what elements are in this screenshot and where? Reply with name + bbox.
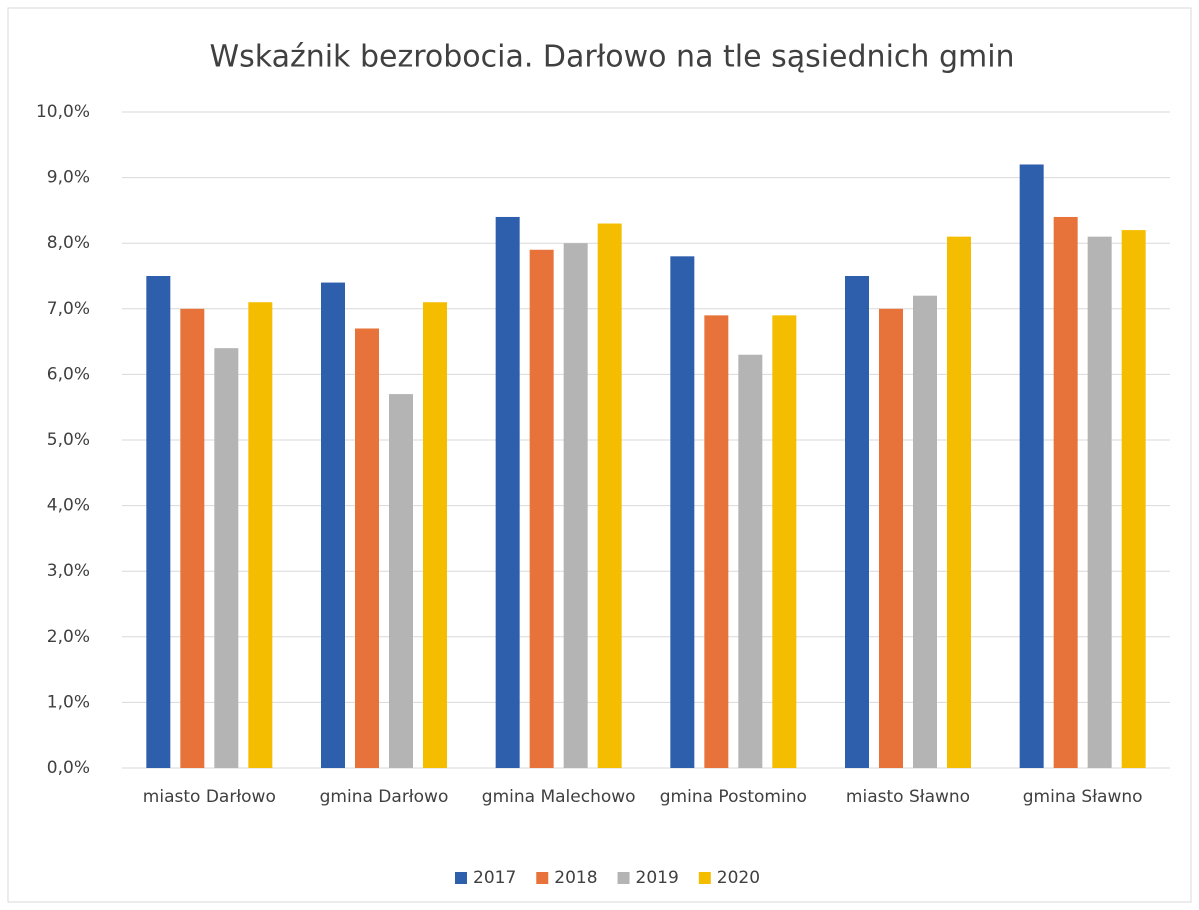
- bar: [845, 276, 869, 768]
- legend-swatch: [617, 872, 630, 884]
- y-tick-label: 10,0%: [36, 102, 90, 122]
- bar: [947, 236, 971, 768]
- y-tick-label: 4,0%: [47, 496, 90, 516]
- bar: [879, 308, 903, 768]
- y-tick-label: 3,0%: [47, 561, 90, 581]
- bar: [495, 216, 520, 768]
- legend-label: 2017: [473, 868, 516, 888]
- bar: [146, 276, 171, 768]
- bar: [772, 315, 797, 768]
- y-tick-label: 7,0%: [47, 299, 90, 319]
- x-tick-label: gmina Malechowo: [482, 787, 636, 807]
- bar: [1053, 216, 1078, 768]
- bar: [738, 354, 763, 768]
- bar: [529, 249, 554, 768]
- bar: [248, 302, 273, 768]
- bar: [563, 243, 588, 768]
- legend-swatch: [536, 872, 549, 884]
- bar: [321, 282, 345, 768]
- bar: [214, 348, 239, 768]
- legend-label: 2018: [554, 868, 597, 888]
- y-tick-label: 8,0%: [47, 233, 90, 253]
- y-tick-label: 6,0%: [47, 364, 90, 384]
- legend-label: 2019: [636, 868, 679, 888]
- x-tick-label: miasto Darłowo: [143, 787, 276, 807]
- bar: [704, 315, 729, 768]
- bar: [1019, 164, 1044, 769]
- legend-swatch: [698, 872, 711, 884]
- bar: [913, 295, 937, 768]
- legend-swatch: [455, 872, 467, 884]
- bar: [1121, 230, 1146, 768]
- x-tick-label: gmina Sławno: [1023, 787, 1143, 807]
- bar: [389, 394, 413, 768]
- y-tick-label: 2,0%: [47, 627, 90, 647]
- bar: [1087, 236, 1112, 768]
- x-tick-label: gmina Darłowo: [320, 787, 449, 807]
- bar: [355, 328, 379, 768]
- bar: [423, 302, 447, 768]
- x-tick-label: gmina Postomino: [660, 787, 807, 807]
- bar: [180, 308, 205, 768]
- bar: [670, 256, 695, 768]
- y-tick-label: 9,0%: [47, 168, 90, 188]
- y-tick-label: 1,0%: [47, 692, 90, 712]
- legend-label: 2020: [717, 868, 760, 888]
- bar: [597, 223, 622, 768]
- y-tick-label: 0,0%: [47, 758, 90, 778]
- x-tick-label: miasto Sławno: [846, 787, 970, 807]
- chart-title: Wskaźnik bezrobocia. Darłowo na tle sąsi…: [209, 40, 1014, 75]
- y-tick-label: 5,0%: [47, 430, 90, 450]
